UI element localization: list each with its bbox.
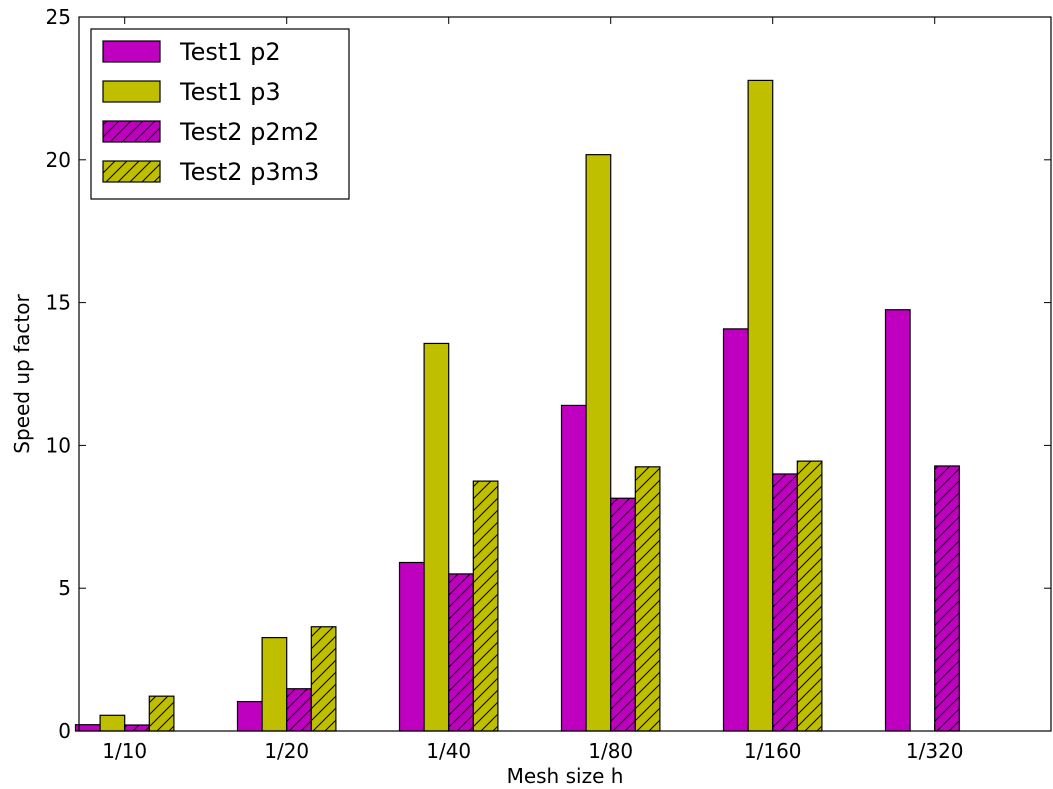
bar-hatch-test2-p2m2-1-160 [772,473,798,731]
x-tick-label: 1/160 [744,739,802,763]
legend-label-test1-p2: Test1 p2 [179,38,281,66]
legend-swatch-test1-p3 [102,80,161,103]
y-tick-label: 0 [58,719,71,743]
axis-ticks: 0 5 10 15 20 25 1/10 1/20 1/40 1/80 1/160 1/320 [46,5,1051,763]
x-tick-label: 1/20 [264,739,309,763]
y-tick-label: 5 [58,576,71,600]
bar-hatch-test2-p3m3-1-10 [149,696,174,731]
legend-swatch-hatch-test2-p3m3 [103,161,160,182]
y-tick-label: 10 [46,433,71,457]
bar-hatch-test2-p3m3-1-80 [635,466,660,731]
y-tick-label: 25 [46,5,71,29]
bar-hatch-test2-p3m3-1-40 [473,481,498,731]
legend: Test1 p2 Test1 p3 Test2 p2m2 Test2 p3m3 [90,28,350,200]
legend-label-test2-p3m3: Test2 p3m3 [179,158,319,186]
bar-test1-p2-1-320 [884,309,911,732]
bar-test1-p3-1-40 [423,342,450,732]
bar-hatch-test2-p2m2-1-80 [610,498,636,731]
legend-label-test2-p2m2: Test2 p2m2 [179,118,319,146]
bar-test1-p2-1-40 [398,561,425,732]
y-tick-label: 15 [46,291,71,315]
bar-hatch-test2-p2m2-1-40 [448,573,474,731]
bar-hatch-test2-p3m3-1-160 [797,461,822,731]
x-tick-label: 1/40 [426,739,471,763]
bar-test1-p2-1-20 [236,700,263,732]
bar-test1-p3-1-10 [99,714,126,732]
bar-test1-p3-1-160 [747,79,774,732]
bar-hatch-test2-p3m3-1-20 [311,626,336,731]
plot-area-frame [78,16,1052,732]
bar-test1-p2-1-80 [560,404,587,732]
bar-test1-p2-1-160 [722,328,749,732]
x-tick-label: 1/320 [906,739,964,763]
x-axis-title: Mesh size h [507,764,624,788]
bar-test1-p3-1-20 [261,637,288,732]
legend-swatch-hatch-test2-p2m2 [103,121,160,142]
legend-label-test1-p3: Test1 p3 [179,78,281,106]
x-tick-label: 1/10 [102,739,147,763]
legend-swatch-test1-p2 [102,40,161,63]
bar-test1-p3-1-80 [585,154,612,732]
y-tick-label: 20 [46,148,71,172]
bar-hatch-test2-p2m2-1-20 [286,688,312,731]
bar-hatch-test2-p2m2-1-10 [124,725,150,731]
bar-hatch-test2-p2m2-1-320 [934,465,960,731]
bars-layer [74,79,960,732]
y-axis-title: Speed up factor [10,294,34,454]
x-tick-label: 1/80 [588,739,633,763]
